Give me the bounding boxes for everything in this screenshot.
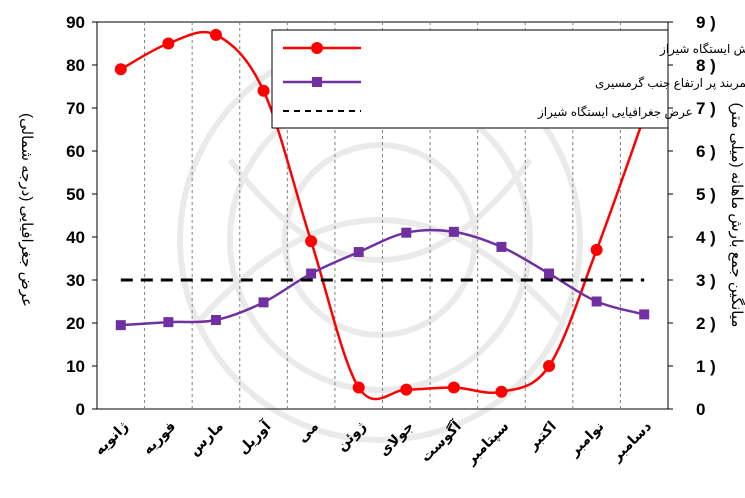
right-tick-label: 7 ) — [696, 99, 716, 118]
precip-days-point — [590, 243, 603, 256]
legend-label-station-latitude: عرض جغرافیایی ایستگاه شیراز — [537, 105, 693, 120]
grid-lines — [144, 22, 621, 409]
precip-days-point — [114, 63, 127, 76]
right-tick-label: 0 — [696, 400, 705, 419]
left-axis-title: عرض جغرافیایی (درجه شمالی) — [18, 113, 35, 307]
left-tick-label: 90 — [66, 13, 85, 32]
subtropical-high-point — [496, 241, 507, 252]
left-tick-label: 10 — [66, 357, 85, 376]
legend-label-precip-days: میانگین تعداد روزهای همراه با بارش ایستگ… — [659, 42, 745, 57]
left-tick-label: 70 — [66, 99, 85, 118]
right-axis-title: میانگین جمع بارش ماهانه (میلی متر) — [728, 103, 745, 328]
subtropical-high-point — [448, 226, 459, 237]
precip-days-point — [257, 84, 270, 97]
left-axis-ticks: 0 10 20 30 40 50 60 70 80 90 — [66, 13, 97, 419]
right-axis-ticks: 0 1 ) 2 ) 3 ) 4 ) 5 ) 6 ) 7 ) 8 ) 9 ) — [668, 13, 716, 419]
right-tick-label: 6 ) — [696, 142, 716, 161]
subtropical-high-point — [544, 268, 555, 279]
right-tick-label: 5 ) — [696, 185, 716, 204]
subtropical-high-point — [639, 309, 650, 320]
precip-days-point — [400, 383, 413, 396]
subtropical-high-point — [115, 320, 126, 331]
legend: میانگین تعداد روزهای همراه با بارش ایستگ… — [271, 29, 745, 129]
subtropical-high-point — [163, 317, 174, 328]
subtropical-high-point — [306, 268, 317, 279]
right-tick-label: 4 ) — [696, 228, 716, 247]
precip-days-point — [305, 235, 318, 248]
left-tick-label: 40 — [66, 228, 85, 247]
left-tick-label: 60 — [66, 142, 85, 161]
precip-days-point — [543, 360, 556, 372]
right-tick-label: 9 ) — [696, 13, 716, 32]
subtropical-high-point — [210, 314, 221, 325]
series-layer — [114, 28, 651, 401]
left-tick-label: 80 — [66, 56, 85, 75]
subtropical-high-point — [353, 247, 364, 258]
legend-label-subtropical-high: موقعیت کمربند پر ارتفاع جنب گرمسیری — [595, 76, 745, 91]
right-tick-label: 2 ) — [696, 314, 716, 333]
precip-days-point — [352, 381, 365, 394]
precip-days-point — [209, 28, 222, 41]
legend-marker-precip-days — [311, 42, 323, 54]
subtropical-high-point — [591, 296, 602, 307]
subtropical-high-point — [258, 297, 269, 308]
subtropical-high-point — [401, 227, 412, 238]
precip-days-point — [495, 385, 508, 398]
left-tick-label: 20 — [66, 314, 85, 333]
right-tick-label: 8 ) — [696, 56, 716, 75]
left-tick-label: 30 — [66, 271, 85, 290]
precip-days-point — [162, 37, 175, 50]
left-tick-label: 0 — [76, 400, 85, 419]
right-tick-label: 3 ) — [696, 271, 716, 290]
left-tick-label: 50 — [66, 185, 85, 204]
legend-marker-subtropical-high — [312, 77, 322, 87]
precip-days-point — [447, 381, 460, 394]
right-tick-label: 1 ) — [696, 357, 716, 376]
